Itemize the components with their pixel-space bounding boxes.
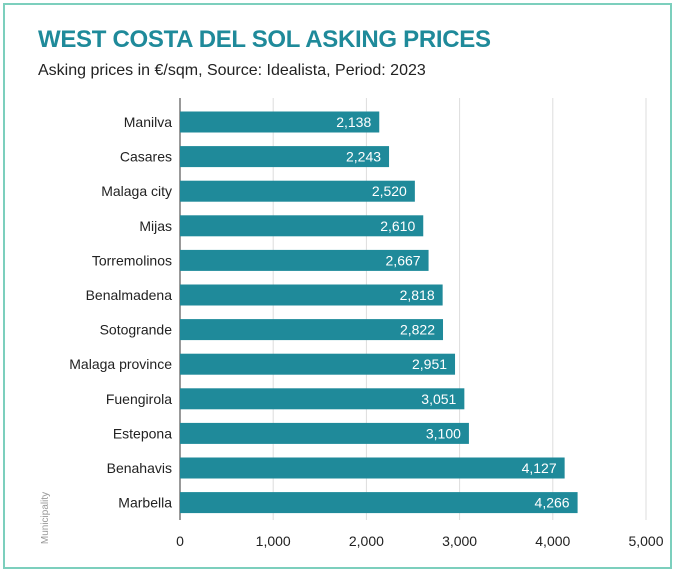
bar [180, 249, 429, 271]
bar-value-label: 4,127 [522, 460, 557, 476]
bar [180, 180, 415, 202]
bar-value-label: 2,610 [380, 218, 415, 234]
bar-value-label: 4,266 [535, 495, 570, 511]
bar [180, 146, 390, 168]
category-label: Estepona [113, 425, 172, 441]
category-label: Sotogrande [100, 322, 173, 338]
category-label: Malaga province [69, 356, 172, 372]
category-label: Casares [120, 149, 172, 165]
category-label: Mijas [139, 218, 172, 234]
category-label: Malaga city [101, 183, 172, 199]
bar-value-label: 2,822 [400, 322, 435, 338]
chart-title: WEST COSTA DEL SOL ASKING PRICES [38, 26, 491, 53]
bar [180, 457, 565, 479]
category-label: Benahavis [107, 460, 172, 476]
bar [180, 388, 465, 410]
x-tick-label: 1,000 [256, 533, 291, 549]
bar-value-label: 3,100 [426, 425, 461, 441]
x-tick-label: 0 [176, 533, 184, 549]
x-tick-label: 5,000 [628, 533, 663, 549]
chart-subtitle: Asking prices in €/sqm, Source: Idealist… [38, 62, 426, 79]
bar-value-label: 3,051 [421, 391, 456, 407]
category-label: Torremolinos [92, 252, 172, 268]
category-label: Marbella [118, 495, 172, 511]
bar-value-label: 2,667 [386, 252, 421, 268]
bar-value-label: 2,818 [400, 287, 435, 303]
x-tick-label: 3,000 [442, 533, 477, 549]
bar [180, 422, 469, 444]
bar [180, 353, 456, 375]
bar-value-label: 2,951 [412, 356, 447, 372]
bar [180, 284, 443, 306]
x-tick-label: 4,000 [535, 533, 570, 549]
bar-value-label: 2,243 [346, 149, 381, 165]
bar-value-label: 2,520 [372, 183, 407, 199]
category-label: Fuengirola [106, 391, 172, 407]
bar [180, 492, 578, 514]
category-label: Benalmadena [86, 287, 173, 303]
bar [180, 111, 380, 133]
bar [180, 319, 444, 341]
bar-value-label: 2,138 [336, 114, 371, 130]
bar [180, 215, 424, 237]
y-axis-title: Municipality [40, 492, 51, 544]
x-tick-label: 2,000 [349, 533, 384, 549]
category-label: Manilva [124, 114, 172, 130]
